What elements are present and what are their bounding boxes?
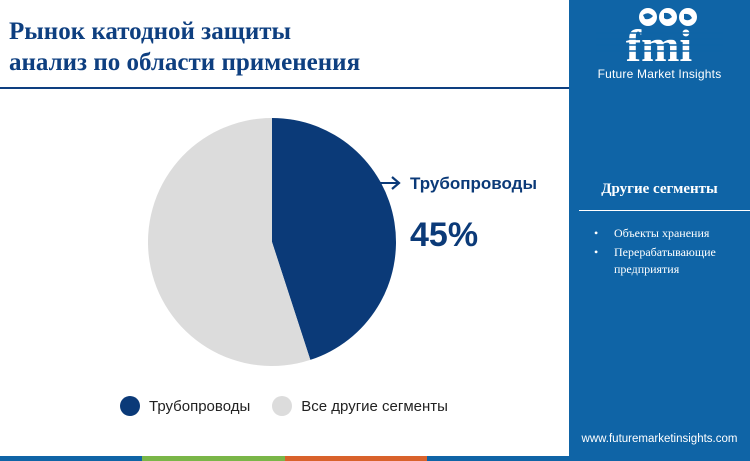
legend-item-pipelines: Трубопроводы (120, 396, 250, 416)
bottom-bar-segment (0, 456, 143, 461)
bottom-bar-segment (142, 456, 285, 461)
bottom-bar-segment (284, 456, 427, 461)
legend-label-others: Все другие сегменты (301, 397, 448, 415)
chart-legend: Трубопроводы Все другие сегменты (120, 396, 470, 416)
callout-arrow-icon (378, 176, 401, 190)
fmi-logo: fmi (596, 8, 723, 67)
legend-swatch-pipelines (120, 396, 140, 416)
title-line-1: Рынок катодной защиты (9, 18, 292, 45)
other-segments-title: Другие сегменты (601, 181, 718, 197)
other-segments-list: Объекты хранения Перерабатывающие предпр… (594, 225, 744, 280)
page-title: Рынок катодной защиты анализ по области … (9, 16, 549, 78)
brand-name: Future Market Insights (597, 67, 722, 81)
pie-chart (147, 118, 396, 366)
callout-label: Трубопроводы (410, 174, 537, 193)
logo-globe-icon (639, 8, 697, 26)
bottom-color-bar (0, 456, 569, 461)
other-segments-divider (579, 210, 750, 211)
logo-text: fmi (626, 20, 693, 67)
callout-value: 45% (410, 216, 479, 254)
list-item: Перерабатывающие предприятия (594, 244, 744, 278)
pie-slice-others (147, 118, 311, 366)
title-line-2: анализ по области применения (9, 49, 361, 76)
legend-item-others: Все другие сегменты (272, 396, 448, 416)
pie-slice-pipelines (272, 118, 396, 360)
sidebar: fmi Future Market Insights Другие сегмен… (569, 0, 750, 461)
website-link[interactable]: www.futuremarketinsights.com (581, 433, 738, 445)
legend-swatch-others (272, 396, 293, 416)
bottom-bar-segment (426, 456, 569, 461)
list-item: Объекты хранения (594, 225, 744, 242)
title-divider (0, 87, 569, 89)
legend-label-pipelines: Трубопроводы (149, 397, 251, 415)
